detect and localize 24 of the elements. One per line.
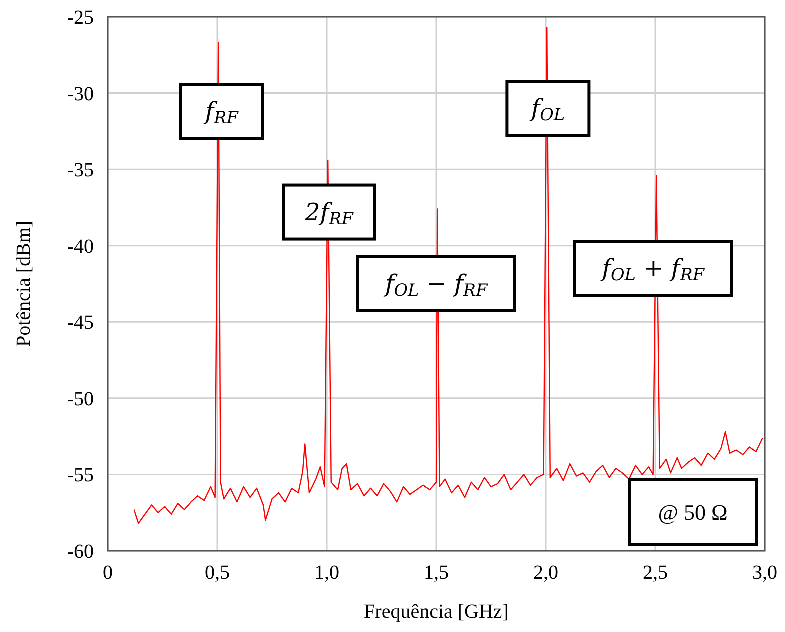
annotation: f$_{OL}$ (529, 94, 566, 125)
y-tick-label: -25 (67, 7, 94, 29)
x-tick-label: 3,0 (752, 562, 778, 584)
x-tick-label: 2,0 (534, 562, 558, 584)
x-tick-label: 2,5 (643, 562, 668, 584)
x-tick-label: 0,5 (205, 562, 230, 584)
y-axis-title: Potência [dBm] (13, 220, 35, 348)
annotation: f$_{OL}$ + f$_{RF}$ (600, 254, 706, 285)
line-series (134, 27, 764, 524)
y-tick-label: -35 (67, 160, 94, 182)
y-tick-label: -40 (67, 236, 94, 258)
y-tick-label: -45 (67, 312, 94, 334)
annotation: 2f$_{RF}$ (304, 198, 355, 229)
y-tick-label: -60 (67, 541, 94, 563)
x-tick-label: 1,0 (314, 562, 340, 584)
y-tick-label: -50 (67, 388, 94, 410)
x-axis-title: Frequência [GHz] (364, 601, 509, 623)
annotation: f$_{RF}$ (203, 98, 240, 128)
annotation: f$_{OL}$ − f$_{RF}$ (383, 270, 490, 300)
annotation: @ 50 Ω (658, 500, 728, 525)
x-tick-label: 1,5 (424, 562, 449, 584)
x-tick-label: 0 (103, 562, 113, 584)
y-tick-label: -55 (67, 464, 94, 487)
y-tick-label: -30 (67, 83, 94, 106)
